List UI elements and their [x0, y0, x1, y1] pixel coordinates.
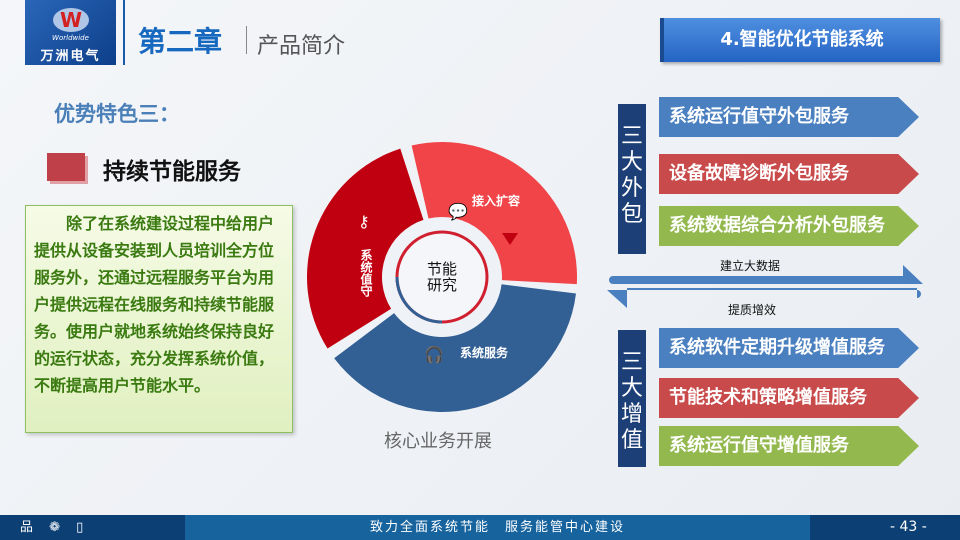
header-divider [123, 0, 125, 65]
outsourcing-item: 系统数据综合分析外包服务 [659, 206, 919, 246]
logo-cn: 万洲电气 [40, 49, 101, 64]
headphones-icon: 🎧 [424, 345, 444, 364]
section-title: 4.智能优化节能系统 [660, 18, 940, 62]
outsourcing-item: 设备故障诊断外包服务 [659, 154, 919, 194]
chat-icon: 💬 [448, 202, 468, 221]
logo-en: Worldwide [52, 34, 89, 42]
logo-mark: W [53, 8, 89, 32]
segment-label-service: 系统服务 [460, 345, 509, 360]
segment-label-watch: 系统值守 [359, 248, 373, 298]
flow-double-arrow [607, 265, 923, 308]
footer-slogan: 致力全面系统节能 服务能管中心建设 [185, 515, 810, 540]
donut-segment [334, 284, 576, 412]
description-box: 除了在系统建设过程中给用户提供从设备安装到人员培训全方位服务外，还通过远程服务平… [25, 205, 293, 433]
heading-square-icon [47, 153, 85, 181]
footer-icons: 品 ❁ ▯ [20, 520, 84, 535]
donut-segment [307, 148, 424, 349]
title-separator [246, 26, 247, 54]
flow-back-label: 提质增效 [728, 303, 777, 317]
chapter-subtitle: 产品简介 [257, 34, 346, 59]
advantage-label: 优势特色三： [54, 102, 180, 126]
heading: 持续节能服务 [103, 159, 241, 185]
value-added-item: 系统运行值守增值服务 [659, 426, 919, 466]
outsourcing-item: 系统运行值守外包服务 [659, 97, 919, 137]
key-icon: ⚷ [358, 212, 370, 231]
value-added-label: 三大增值 [618, 330, 646, 467]
donut-center-label: 节能研究 [426, 260, 457, 294]
value-added-item: 系统软件定期升级增值服务 [659, 328, 919, 368]
donut-diagram: 接入扩容 💬 系统服务 🎧 ⚷ 系统值守 [307, 141, 577, 412]
logo: W Worldwide 万洲电气 [25, 0, 116, 65]
value-added-item: 节能技术和策略增值服务 [659, 378, 919, 418]
donut-segment [411, 141, 577, 285]
chapter-title: 第二章 [138, 25, 223, 58]
donut-caption: 核心业务开展 [384, 431, 492, 452]
page-number: - 43 - [890, 519, 927, 535]
segment-label-expand: 接入扩容 [472, 193, 520, 208]
outsourcing-label: 三大外包 [618, 104, 646, 254]
flow-forward-label: 建立大数据 [720, 259, 781, 273]
